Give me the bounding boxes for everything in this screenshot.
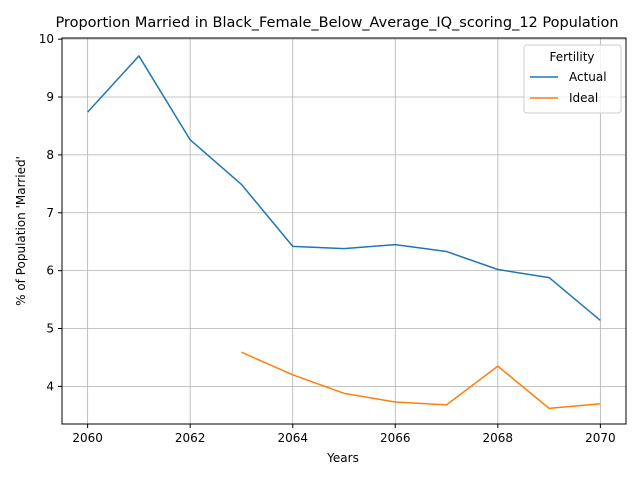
series-ideal bbox=[241, 351, 601, 410]
legend-box bbox=[523, 44, 622, 114]
y-tick-label: 7 bbox=[46, 206, 54, 220]
axis-ticks: 2060 2062 2064 2066 2068 2070 4 5 6 7 8 9 10 bbox=[39, 32, 616, 445]
x-tick-label: 2068 bbox=[483, 431, 514, 445]
series-line bbox=[87, 55, 601, 321]
series-line bbox=[241, 351, 601, 410]
y-tick-label: 9 bbox=[46, 90, 54, 104]
legend-title: Fertility bbox=[549, 50, 594, 64]
legend-label: Ideal bbox=[569, 91, 598, 105]
y-axis-label: % of Population 'Married' bbox=[14, 156, 28, 306]
x-axis-label: Years bbox=[326, 451, 359, 465]
legend: Fertility Actual Ideal bbox=[523, 44, 622, 114]
x-tick-label: 2062 bbox=[175, 431, 206, 445]
x-tick-label: 2066 bbox=[380, 431, 411, 445]
x-tick-label: 2064 bbox=[277, 431, 308, 445]
y-tick-label: 5 bbox=[46, 322, 54, 336]
chart-title: Proportion Married in Black_Female_Below… bbox=[55, 15, 618, 31]
y-tick-label: 4 bbox=[46, 379, 54, 393]
axes-frame bbox=[61, 37, 627, 425]
y-tick-label: 6 bbox=[46, 264, 54, 278]
x-tick-label: 2060 bbox=[72, 431, 103, 445]
series-actual bbox=[87, 55, 601, 321]
series-layer bbox=[87, 55, 601, 410]
y-tick-label: 10 bbox=[39, 32, 54, 46]
y-tick-label: 8 bbox=[46, 148, 54, 162]
legend-label: Actual bbox=[569, 70, 607, 84]
x-tick-label: 2070 bbox=[585, 431, 616, 445]
